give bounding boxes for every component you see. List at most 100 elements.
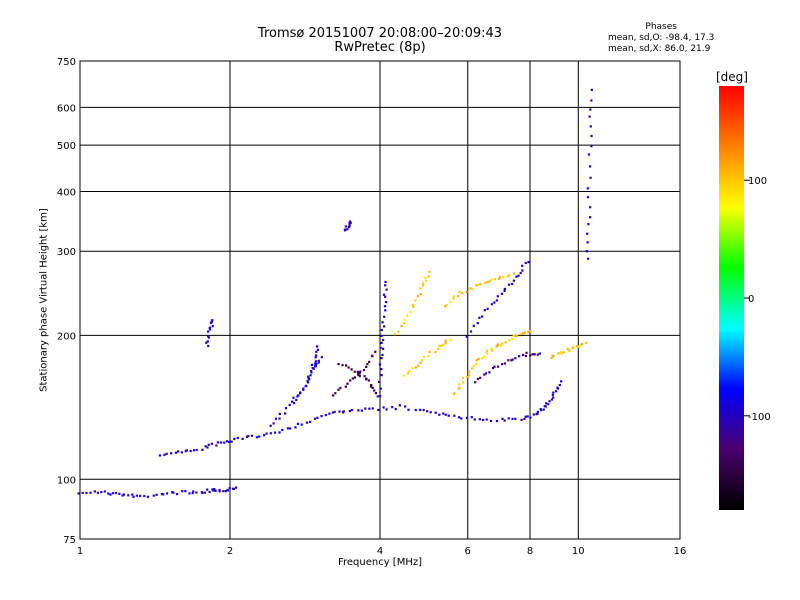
phase-stats-heading: Phases (645, 22, 677, 32)
data-point (554, 390, 558, 393)
x-tick-label: 4 (377, 546, 383, 557)
data-point (192, 449, 196, 452)
data-point (201, 448, 204, 451)
data-point (475, 359, 478, 362)
y-tick-label: 300 (57, 247, 76, 258)
colorbar-tick-label: -100 (748, 412, 771, 423)
data-point (315, 362, 318, 366)
data-point (206, 340, 209, 343)
data-point (383, 305, 387, 308)
data-point (211, 325, 214, 328)
data-point (571, 346, 574, 349)
data-point (445, 303, 448, 307)
data-point (517, 274, 520, 277)
data-point (109, 493, 112, 496)
data-point (313, 417, 317, 420)
data-point (470, 367, 474, 370)
data-point (552, 396, 555, 399)
data-point (230, 440, 233, 443)
data-point (520, 332, 523, 335)
data-point (247, 434, 250, 438)
data-point (508, 339, 511, 342)
data-point (474, 381, 477, 384)
data-point (562, 351, 565, 354)
data-point (205, 341, 208, 344)
data-point (419, 408, 422, 411)
data-point (118, 492, 121, 495)
data-point (207, 443, 210, 446)
data-point (219, 441, 223, 444)
data-point (208, 490, 211, 494)
data-point (544, 402, 548, 405)
data-point (172, 491, 175, 494)
data-point (590, 88, 593, 92)
data-point (348, 409, 351, 413)
data-point (351, 377, 354, 380)
data-point (215, 444, 218, 447)
data-point (590, 145, 593, 148)
data-point (495, 345, 498, 348)
data-point (377, 408, 380, 412)
data-point (568, 349, 571, 352)
data-point (457, 416, 461, 419)
data-point (548, 400, 551, 403)
data-point (481, 357, 484, 360)
data-point (469, 287, 472, 290)
data-point (422, 408, 425, 412)
data-point (532, 413, 535, 416)
data-point (344, 225, 347, 228)
data-point (449, 338, 452, 341)
x-tick-label: 10 (572, 546, 585, 557)
x-tick-label: 8 (527, 546, 533, 557)
data-point (379, 346, 382, 349)
data-point (458, 383, 461, 386)
y-tick-label: 100 (57, 475, 76, 486)
data-point (208, 326, 211, 329)
data-point (358, 372, 361, 375)
data-point (250, 434, 254, 437)
data-point (291, 400, 294, 403)
data-point (367, 379, 370, 382)
data-point (96, 491, 100, 494)
data-point (521, 264, 524, 267)
data-point (529, 354, 532, 357)
data-point (498, 275, 502, 279)
data-point (360, 409, 363, 412)
data-point (514, 417, 517, 420)
data-point (529, 330, 532, 333)
data-point (414, 366, 417, 369)
data-point (316, 416, 319, 419)
data-point (519, 271, 522, 275)
data-point (281, 428, 284, 432)
data-point (488, 371, 491, 374)
data-point (472, 324, 475, 327)
data-point (416, 295, 420, 298)
data-point (226, 488, 229, 492)
data-point (337, 362, 340, 366)
y-tick-label: 750 (57, 57, 76, 68)
data-point (512, 279, 516, 282)
data-point (477, 283, 480, 287)
data-point (171, 491, 174, 494)
data-point (449, 300, 452, 304)
data-point (371, 407, 374, 410)
data-point (371, 354, 374, 357)
data-point (481, 315, 484, 318)
data-point (479, 283, 482, 286)
data-point (152, 494, 155, 497)
data-point (472, 365, 475, 368)
data-point (146, 495, 149, 498)
data-point (170, 452, 173, 455)
data-point (484, 372, 488, 375)
data-point (201, 491, 204, 495)
data-point (209, 321, 213, 325)
data-point (417, 364, 420, 367)
data-point (489, 419, 493, 423)
data-point (383, 325, 386, 328)
data-point (188, 492, 191, 495)
data-point (558, 383, 561, 387)
x-axis-ticks: 1 2 4 6 8 10 16 (77, 546, 687, 557)
data-point (143, 494, 146, 498)
data-point (496, 343, 500, 346)
data-point (324, 413, 328, 417)
